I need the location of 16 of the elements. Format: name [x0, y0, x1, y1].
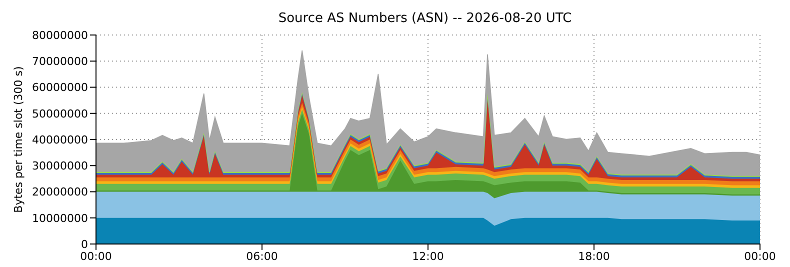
y-tick-label: 60000000	[32, 81, 88, 94]
x-tick-label: 18:00	[578, 250, 610, 263]
y-tick-label: 20000000	[32, 186, 88, 199]
chart-title: Source AS Numbers (ASN) -- 2026-08-20 UTC	[277, 10, 573, 28]
x-tick-label: 06:00	[246, 250, 278, 263]
x-tick-label: 12:00	[412, 250, 444, 263]
y-tick-label: 40000000	[32, 133, 88, 146]
x-tick-label: 00:00	[80, 250, 112, 263]
y-tick-label: 50000000	[32, 107, 88, 120]
x-tick-label: 00:00	[744, 250, 776, 263]
y-tick-label: 70000000	[32, 55, 88, 68]
y-tick-label: 0	[81, 238, 88, 251]
y-tick-label: 80000000	[32, 28, 88, 42]
y-tick-label: 30000000	[32, 160, 88, 173]
y-axis-title: Bytes per time slot (300 s)	[12, 66, 25, 213]
y-tick-label: 10000000	[32, 212, 88, 225]
